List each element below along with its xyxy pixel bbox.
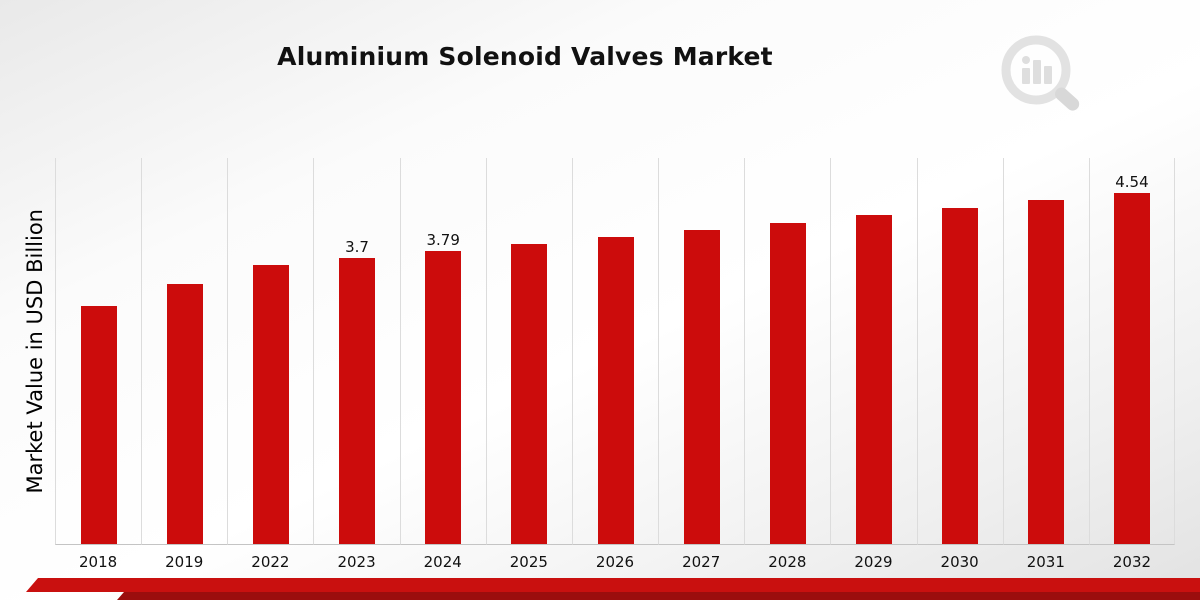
chart-column: 2026 bbox=[571, 158, 659, 575]
bar bbox=[769, 223, 806, 544]
bar bbox=[1028, 200, 1065, 544]
chart-column: 2027 bbox=[658, 158, 745, 575]
bar-area bbox=[227, 158, 314, 545]
chart-column: 2030 bbox=[916, 158, 1003, 575]
bar-area bbox=[485, 158, 572, 545]
bar-area: 3.7 bbox=[313, 158, 400, 545]
bar-area bbox=[55, 158, 142, 545]
bar bbox=[942, 208, 979, 544]
x-tick-label: 2028 bbox=[768, 553, 807, 571]
bar-value-label: 3.79 bbox=[426, 231, 460, 249]
chart-column: 3.7 2023 bbox=[313, 158, 400, 575]
x-tick-label: 2023 bbox=[337, 553, 376, 571]
x-tick-label: 2027 bbox=[682, 553, 721, 571]
chart-column: 4.54 2032 bbox=[1088, 158, 1176, 575]
bar-value-label: 4.54 bbox=[1115, 173, 1149, 191]
bar bbox=[511, 244, 548, 544]
bar-area: 3.79 bbox=[399, 158, 486, 545]
bar bbox=[855, 215, 892, 544]
x-tick-label: 2031 bbox=[1026, 553, 1065, 571]
bar-area bbox=[916, 158, 1003, 545]
bar bbox=[252, 265, 289, 544]
bar bbox=[166, 284, 203, 544]
watermark-logo bbox=[994, 30, 1090, 124]
bar-area bbox=[1002, 158, 1089, 545]
bar-area bbox=[744, 158, 831, 545]
chart-column: 2022 bbox=[227, 158, 314, 575]
bar-area: 4.54 bbox=[1088, 158, 1176, 545]
y-axis-label: Market Value in USD Billion bbox=[23, 209, 47, 494]
bar bbox=[339, 258, 376, 544]
bar-area bbox=[571, 158, 659, 545]
x-tick-label: 2025 bbox=[509, 553, 548, 571]
chart-column: 2031 bbox=[1002, 158, 1089, 575]
bar-area bbox=[658, 158, 745, 545]
x-tick-label: 2022 bbox=[251, 553, 290, 571]
bar-value-label: 3.7 bbox=[345, 238, 369, 256]
x-tick-label: 2030 bbox=[940, 553, 979, 571]
bottom-stripe-secondary bbox=[117, 592, 1200, 600]
x-tick-label: 2029 bbox=[854, 553, 893, 571]
bar-chart: Market Value in USD Billion 2018 2019 2022… bbox=[15, 158, 1176, 575]
bar bbox=[80, 306, 117, 544]
bar bbox=[683, 230, 720, 544]
bar-area bbox=[830, 158, 917, 545]
bar bbox=[1113, 193, 1150, 544]
x-tick-label: 2024 bbox=[423, 553, 462, 571]
x-tick-label: 2019 bbox=[165, 553, 204, 571]
bar-area bbox=[141, 158, 228, 545]
magnifier-chart-icon bbox=[1001, 35, 1080, 111]
bar bbox=[425, 251, 462, 544]
x-tick-label: 2032 bbox=[1112, 553, 1152, 571]
chart-title: Aluminium Solenoid Valves Market bbox=[277, 42, 773, 71]
chart-column: 2019 bbox=[141, 158, 228, 575]
chart-column: 2025 bbox=[485, 158, 572, 575]
chart-column: 2018 bbox=[55, 158, 142, 575]
x-tick-label: 2026 bbox=[595, 553, 635, 571]
chart-column: 3.79 2024 bbox=[399, 158, 486, 575]
y-axis-label-wrap: Market Value in USD Billion bbox=[15, 158, 55, 545]
chart-column: 2028 bbox=[744, 158, 831, 575]
bar bbox=[597, 237, 634, 544]
plot-area: 2018 2019 2022 3.7 2023 3.79 2024 2025 2026 2027 2… bbox=[55, 158, 1176, 575]
x-tick-label: 2018 bbox=[78, 553, 118, 571]
bottom-stripe-primary bbox=[26, 578, 1200, 592]
chart-column: 2029 bbox=[830, 158, 917, 575]
